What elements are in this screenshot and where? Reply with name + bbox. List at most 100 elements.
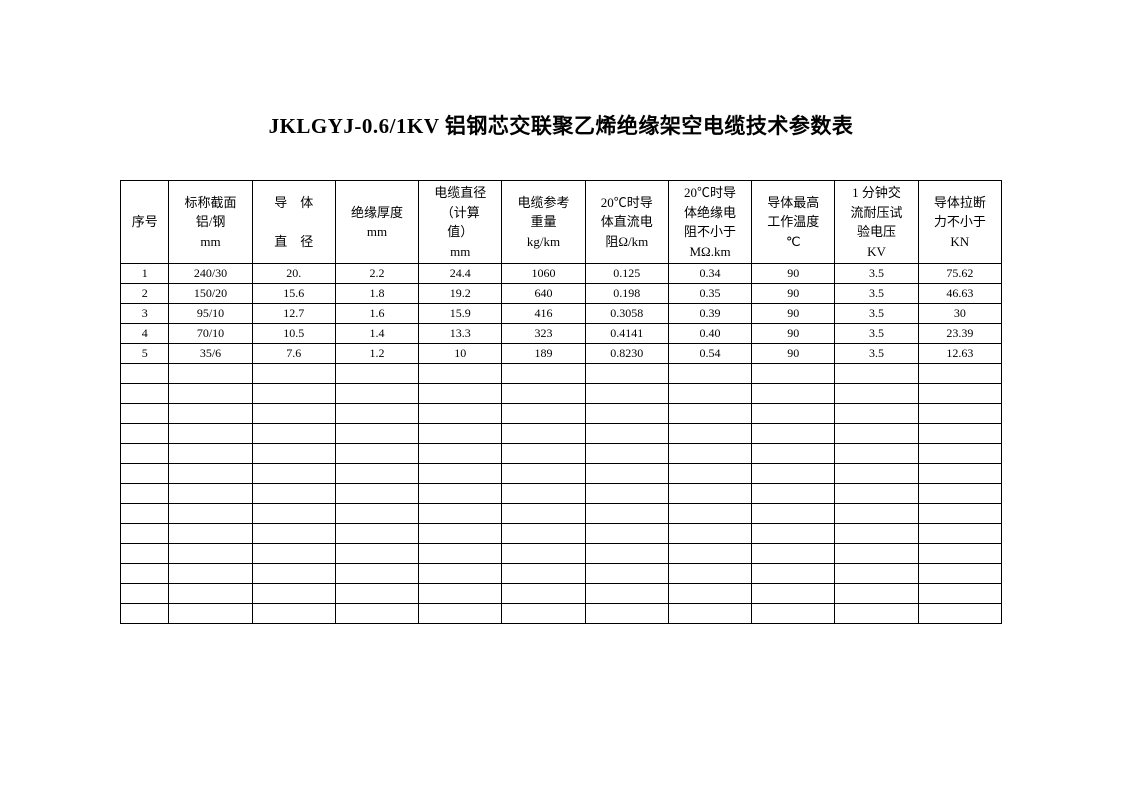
table-cell [752,444,835,464]
col-header-10: 导体拉断力不小于KN [918,181,1001,264]
table-cell [252,564,335,584]
table-cell [752,464,835,484]
table-cell [121,364,169,384]
table-body: 1240/3020.2.224.410600.1250.34903.575.62… [121,264,1002,624]
table-row [121,424,1002,444]
table-cell [918,564,1001,584]
table-cell [585,444,668,464]
table-cell [835,524,918,544]
table-cell [502,404,585,424]
table-cell: 0.8230 [585,344,668,364]
table-cell [585,404,668,424]
document-page: JKLGYJ-0.6/1KV 铝钢芯交联聚乙烯绝缘架空电缆技术参数表 序号标称截… [0,0,1122,793]
table-cell [121,424,169,444]
table-cell: 10.5 [252,324,335,344]
table-row [121,444,1002,464]
table-cell [121,484,169,504]
table-cell: 1060 [502,264,585,284]
table-cell [169,404,252,424]
table-cell: 1.8 [335,284,418,304]
table-row: 535/67.61.2101890.82300.54903.512.63 [121,344,1002,364]
table-cell: 0.125 [585,264,668,284]
table-cell: 1.6 [335,304,418,324]
table-cell [668,604,751,624]
table-cell [585,484,668,504]
table-cell [335,364,418,384]
table-cell [419,564,502,584]
table-cell [585,424,668,444]
table-cell: 12.7 [252,304,335,324]
table-cell [419,424,502,444]
table-row [121,404,1002,424]
table-cell [585,544,668,564]
table-cell [918,364,1001,384]
table-cell [335,604,418,624]
table-cell [252,604,335,624]
table-cell: 0.39 [668,304,751,324]
table-cell [668,364,751,384]
table-cell: 5 [121,344,169,364]
table-cell [169,504,252,524]
table-row: 1240/3020.2.224.410600.1250.34903.575.62 [121,264,1002,284]
table-cell [419,464,502,484]
table-cell: 3.5 [835,324,918,344]
table-cell [585,384,668,404]
col-header-8: 导体最高工作温度℃ [752,181,835,264]
table-cell: 189 [502,344,585,364]
table-cell [335,524,418,544]
table-cell [252,584,335,604]
table-cell [252,524,335,544]
table-cell: 90 [752,284,835,304]
table-cell [835,484,918,504]
table-row [121,544,1002,564]
table-cell: 640 [502,284,585,304]
table-cell: 10 [419,344,502,364]
table-cell [668,564,751,584]
table-cell: 90 [752,344,835,364]
table-cell [585,504,668,524]
table-header-row: 序号标称截面铝/钢mm导 体直 径绝缘厚度mm电缆直径（计算值）mm电缆参考重量… [121,181,1002,264]
table-cell: 0.198 [585,284,668,304]
col-header-6: 20℃时导体直流电阻Ω/km [585,181,668,264]
table-cell [121,604,169,624]
table-cell [502,384,585,404]
table-cell [502,564,585,584]
table-cell [835,504,918,524]
table-cell [668,384,751,404]
col-header-5: 电缆参考重量kg/km [502,181,585,264]
table-cell [121,564,169,584]
table-cell [502,504,585,524]
table-cell [918,404,1001,424]
table-cell [668,584,751,604]
table-cell [752,364,835,384]
table-cell: 4 [121,324,169,344]
table-cell [918,484,1001,504]
table-cell [752,564,835,584]
table-cell [668,404,751,424]
table-cell: 416 [502,304,585,324]
table-cell: 95/10 [169,304,252,324]
table-cell [335,404,418,424]
table-cell [335,564,418,584]
table-cell [252,544,335,564]
table-row [121,384,1002,404]
table-cell: 0.35 [668,284,751,304]
table-cell [252,364,335,384]
table-cell [752,544,835,564]
table-cell [121,504,169,524]
table-cell [335,544,418,564]
table-cell [752,504,835,524]
table-row [121,464,1002,484]
table-cell [668,464,751,484]
table-cell [252,384,335,404]
col-header-9: 1 分钟交流耐压试验电压KV [835,181,918,264]
table-cell [502,584,585,604]
table-cell: 90 [752,324,835,344]
table-row [121,604,1002,624]
table-cell: 3.5 [835,264,918,284]
table-cell: 0.34 [668,264,751,284]
table-row: 470/1010.51.413.33230.41410.40903.523.39 [121,324,1002,344]
table-row [121,504,1002,524]
table-cell [252,404,335,424]
table-cell: 90 [752,264,835,284]
